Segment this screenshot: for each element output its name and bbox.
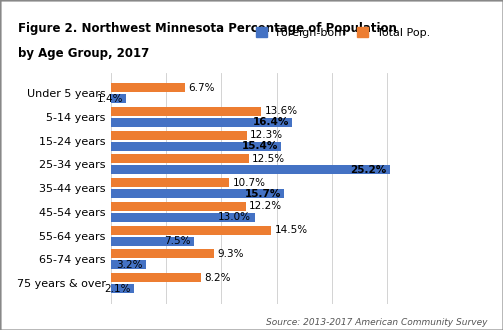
- Text: 13.0%: 13.0%: [218, 212, 251, 222]
- Bar: [111, 260, 146, 269]
- Bar: [111, 131, 247, 140]
- Text: 10.7%: 10.7%: [232, 178, 266, 188]
- Bar: [111, 213, 255, 222]
- Text: 12.5%: 12.5%: [253, 154, 285, 164]
- Text: 12.3%: 12.3%: [250, 130, 283, 140]
- Text: 15.7%: 15.7%: [244, 188, 281, 199]
- Bar: [111, 226, 271, 235]
- Bar: [111, 107, 261, 116]
- Bar: [111, 142, 281, 150]
- Text: 15.4%: 15.4%: [241, 141, 278, 151]
- Bar: [111, 178, 229, 187]
- Bar: [111, 249, 214, 258]
- Bar: [111, 284, 134, 293]
- Text: 16.4%: 16.4%: [253, 117, 289, 127]
- Bar: [111, 154, 249, 163]
- Text: 13.6%: 13.6%: [265, 106, 298, 116]
- Text: 8.2%: 8.2%: [205, 273, 231, 283]
- Text: 3.2%: 3.2%: [116, 260, 143, 270]
- Text: 12.2%: 12.2%: [249, 201, 282, 212]
- Text: 7.5%: 7.5%: [164, 236, 190, 246]
- Bar: [111, 202, 245, 211]
- Text: Figure 2. Northwest Minnesota Percentage of Population: Figure 2. Northwest Minnesota Percentage…: [18, 22, 396, 35]
- Text: 14.5%: 14.5%: [275, 225, 307, 235]
- Bar: [111, 83, 185, 92]
- Text: 25.2%: 25.2%: [350, 165, 386, 175]
- Text: by Age Group, 2017: by Age Group, 2017: [18, 47, 149, 60]
- Text: 6.7%: 6.7%: [188, 82, 215, 93]
- Text: 2.1%: 2.1%: [104, 283, 131, 294]
- Text: Source: 2013-2017 American Community Survey: Source: 2013-2017 American Community Sur…: [267, 318, 488, 327]
- Bar: [111, 189, 284, 198]
- Text: 1.4%: 1.4%: [97, 93, 123, 104]
- Legend: Foreign-born, Total Pop.: Foreign-born, Total Pop.: [256, 27, 431, 38]
- Bar: [111, 118, 292, 127]
- Bar: [111, 165, 389, 174]
- Bar: [111, 273, 201, 282]
- Text: 9.3%: 9.3%: [217, 249, 243, 259]
- Bar: [111, 94, 126, 103]
- Bar: [111, 237, 194, 246]
